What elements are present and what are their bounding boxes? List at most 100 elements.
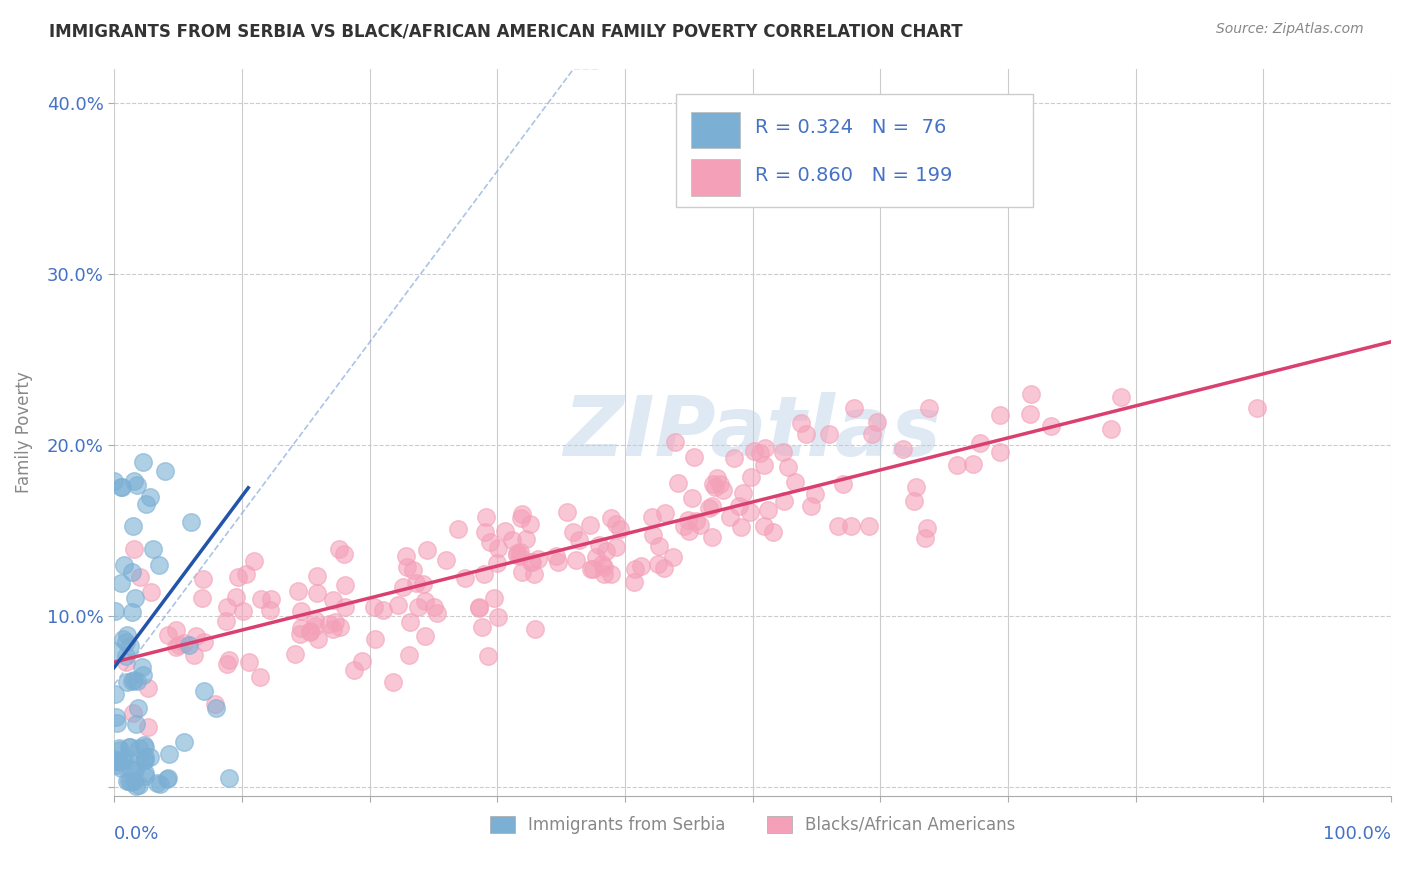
Point — [323, 615, 346, 630]
Point — [141, 584, 163, 599]
Point — [918, 401, 941, 415]
Point — [363, 599, 385, 614]
Point — [988, 409, 1011, 423]
Point — [288, 627, 311, 641]
Point — [683, 450, 706, 464]
Point — [111, 480, 134, 494]
Point — [114, 648, 136, 663]
Point — [486, 609, 509, 624]
Point — [118, 639, 141, 653]
Point — [103, 752, 125, 766]
Point — [135, 497, 157, 511]
Point — [122, 706, 145, 720]
Point — [605, 540, 627, 554]
Point — [412, 577, 434, 591]
Point — [772, 445, 794, 459]
Point — [125, 716, 148, 731]
Point — [318, 616, 340, 631]
Point — [783, 475, 806, 489]
Point — [108, 743, 131, 757]
Point — [322, 593, 344, 607]
Point — [468, 601, 491, 615]
Point — [630, 559, 652, 574]
Point — [134, 749, 156, 764]
Point — [858, 518, 880, 533]
Text: 100.0%: 100.0% — [1323, 825, 1391, 843]
Y-axis label: Family Poverty: Family Poverty — [15, 371, 32, 493]
Point — [467, 600, 489, 615]
Point — [204, 697, 226, 711]
Point — [591, 557, 613, 571]
Point — [167, 639, 190, 653]
Point — [120, 762, 142, 776]
Point — [479, 534, 502, 549]
Point — [110, 762, 132, 776]
Point — [754, 442, 776, 456]
Point — [648, 539, 671, 553]
Point — [685, 514, 707, 528]
Point — [132, 738, 155, 752]
Point — [333, 547, 356, 561]
Point — [395, 549, 418, 564]
Point — [103, 644, 125, 658]
Text: ZIPatlas: ZIPatlas — [564, 392, 942, 473]
Point — [250, 591, 273, 606]
Point — [120, 774, 142, 789]
Point — [225, 591, 247, 605]
Point — [742, 444, 765, 458]
Point — [191, 591, 214, 605]
Point — [218, 771, 240, 785]
Point — [700, 530, 723, 544]
Point — [127, 756, 149, 771]
Point — [778, 459, 800, 474]
Point — [666, 475, 689, 490]
Point — [447, 522, 470, 536]
Point — [800, 499, 823, 513]
Point — [817, 427, 839, 442]
Point — [124, 763, 146, 777]
Point — [555, 506, 578, 520]
Point — [134, 739, 156, 754]
Point — [652, 560, 675, 574]
Point — [477, 648, 499, 663]
Point — [758, 503, 780, 517]
Point — [105, 716, 128, 731]
Point — [599, 510, 621, 524]
Point — [704, 480, 727, 494]
Point — [134, 753, 156, 767]
Point — [173, 636, 195, 650]
Point — [146, 775, 169, 789]
Point — [205, 701, 228, 715]
Point — [111, 753, 134, 767]
Point — [121, 565, 143, 579]
Point — [307, 569, 329, 583]
Point — [509, 545, 531, 559]
Point — [112, 558, 135, 573]
Point — [104, 710, 127, 724]
Point — [406, 600, 429, 615]
Point — [155, 464, 177, 478]
Legend: Immigrants from Serbia, Blacks/African Americans: Immigrants from Serbia, Blacks/African A… — [481, 807, 1024, 842]
Point — [678, 524, 700, 538]
Point — [697, 501, 720, 516]
Point — [416, 542, 439, 557]
Point — [217, 599, 239, 614]
Text: Source: ZipAtlas.com: Source: ZipAtlas.com — [1216, 22, 1364, 37]
Point — [107, 755, 129, 769]
Point — [510, 507, 533, 521]
Point — [128, 778, 150, 792]
Point — [702, 477, 724, 491]
Point — [581, 561, 603, 575]
Point — [238, 655, 260, 669]
Point — [709, 477, 731, 491]
Point — [988, 445, 1011, 459]
Point — [121, 674, 143, 689]
Point — [183, 648, 205, 662]
Point — [454, 571, 477, 585]
Point — [118, 739, 141, 754]
Point — [915, 521, 938, 535]
Text: 0.0%: 0.0% — [114, 825, 159, 843]
Point — [132, 668, 155, 682]
Point — [226, 570, 249, 584]
Point — [527, 552, 550, 566]
